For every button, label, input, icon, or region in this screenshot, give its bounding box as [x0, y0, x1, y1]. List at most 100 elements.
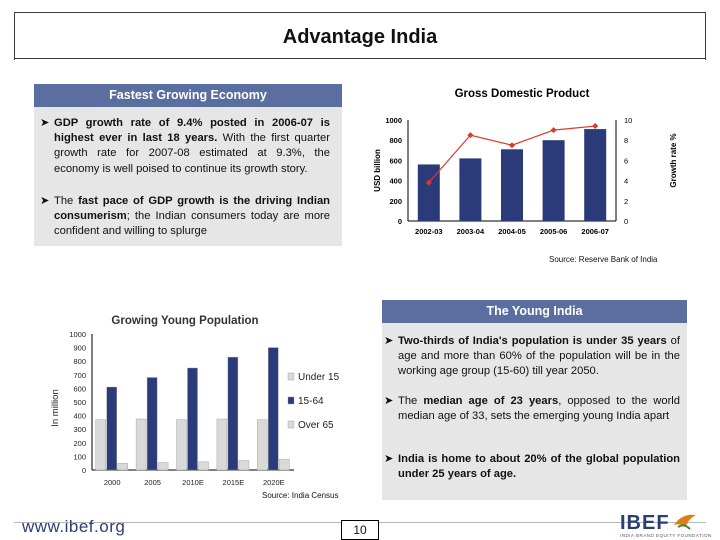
title-frame-right [705, 12, 706, 60]
page-number: 10 [341, 520, 379, 540]
gdp-growth-point [509, 142, 515, 149]
gdp-y-tick-label: 200 [389, 197, 402, 206]
population-chart-title: Growing Young Population [111, 315, 258, 327]
growth-bullet-2-text: ; the Indian consumers today are more co… [54, 210, 330, 238]
gdp-y2-tick-label: 0 [624, 217, 628, 226]
gdp-x-tick-label: 2002-03 [415, 227, 443, 236]
gdp-growth-point [550, 127, 557, 134]
gdp-growth-point [425, 179, 432, 186]
population-x-tick-label: 2020E [263, 478, 285, 487]
young-bullet-2-text: , opposed to the world median age of 33,… [398, 395, 680, 423]
young-panel [382, 300, 687, 500]
gdp-y-axis-label: USD billion [373, 149, 382, 192]
gdp-growth-point [592, 123, 599, 130]
website-link[interactable]: www.ibef.org [22, 517, 126, 536]
title-frame-top [14, 12, 706, 13]
gdp-y2-axis-label: Growth rate % [669, 133, 678, 187]
bullet-arrow-icon: ➤ [384, 453, 394, 465]
gdp-source: Source: Reserve Bank of India [549, 255, 658, 264]
population-legend-swatch [287, 372, 295, 381]
bullet-arrow-icon: ➤ [384, 395, 394, 407]
growth-panel [34, 84, 342, 246]
population-y-tick-label: 0 [82, 466, 86, 475]
population-y-tick-label: 500 [73, 398, 86, 407]
growth-bullet-2-bold: fast pace of GDP growth is the driving I… [54, 195, 330, 223]
population-bar [187, 367, 198, 471]
population-y-axis-label: In million [50, 389, 61, 427]
gdp-bar [584, 129, 607, 221]
young-bullet-3-bold: India is home to about 20% of the global… [398, 453, 680, 481]
population-y-tick-label: 300 [73, 425, 86, 434]
gdp-y-tick-label: 600 [389, 156, 402, 165]
population-x-tick-label: 2015E [223, 478, 245, 487]
population-source: Source: India Census [262, 491, 339, 500]
growth-bullet-2-pre: The [54, 195, 79, 207]
young-bullet-2-bold: median age of 23 years [423, 395, 559, 407]
ibef-logo: IBEF [620, 512, 670, 534]
young-bullet-2: ➤ The median age of 23 years, opposed to… [384, 394, 680, 424]
gdp-y-tick-label: 1000 [385, 116, 402, 125]
gdp-x-tick-label: 2004-05 [498, 227, 526, 236]
gdp-bar [417, 164, 440, 221]
gdp-y-tick-label: 800 [389, 136, 402, 145]
population-y-tick-label: 400 [73, 412, 86, 421]
population-chart: Growing Young Population 0 100 200 300 400 50… [50, 315, 340, 487]
population-bar [176, 419, 187, 471]
bullet-arrow-icon: ➤ [40, 117, 50, 129]
gdp-x-tick-label: 2005-06 [540, 227, 568, 236]
page-title: Advantage India [282, 26, 438, 48]
gdp-x-tick-label: 2003-04 [457, 227, 485, 236]
growth-panel-header: Fastest Growing Economy [34, 84, 342, 107]
gdp-y-tick-label: 400 [389, 177, 402, 186]
gdp-bar [501, 149, 523, 221]
gdp-y2-tick-label: 10 [624, 116, 632, 125]
population-y-tick-label: 900 [73, 344, 86, 353]
gdp-y2-tick-label: 4 [624, 177, 628, 186]
population-bar [95, 419, 106, 471]
population-y-tick-label: 600 [73, 384, 86, 393]
growth-bullet-1-text: With the first quarter growth rate for 2… [54, 132, 330, 175]
population-bar [146, 377, 158, 471]
young-bullet-1: ➤ Two-thirds of India's population is un… [384, 334, 680, 380]
population-x-tick-label: 2005 [144, 478, 161, 487]
population-bar [238, 460, 250, 471]
young-bullet-2-pre: The [398, 395, 424, 407]
population-bar [157, 462, 169, 471]
population-bar [106, 386, 117, 471]
gdp-y-tick-label: 0 [398, 217, 402, 226]
population-bar [227, 356, 239, 471]
growth-bullet-1: ➤ GDP growth rate of 9.4% posted in 2006… [40, 116, 330, 177]
gdp-y2-tick-label: 8 [624, 136, 628, 145]
gdp-y2-tick-label: 2 [624, 197, 628, 206]
growth-bullet-2: ➤ The fast pace of GDP growth is the dri… [40, 194, 330, 240]
gdp-x-tick-label: 2006-07 [581, 227, 609, 236]
logo-bird-icon [674, 514, 696, 530]
gdp-bar [459, 158, 482, 221]
population-bar [117, 462, 128, 471]
title-rule [14, 58, 706, 59]
population-bar [268, 347, 279, 471]
population-legend-label: Under 15 [298, 372, 340, 383]
population-y-tick-label: 200 [73, 439, 86, 448]
young-bullet-1-bold: Two-thirds of India's population is unde… [398, 335, 667, 347]
gdp-chart-title: Gross Domestic Product [455, 88, 590, 100]
young-panel-header: The Young India [382, 300, 687, 323]
population-bar [198, 461, 209, 471]
population-y-tick-label: 100 [73, 452, 86, 461]
logo-tagline: INDIA BRAND EQUITY FOUNDATION [620, 533, 712, 538]
population-legend-label: 15-64 [298, 396, 324, 407]
population-y-tick-label: 800 [73, 357, 86, 366]
gdp-bar [542, 140, 565, 221]
population-bar [216, 418, 228, 471]
population-legend-swatch [287, 396, 295, 405]
population-bar [279, 458, 290, 471]
population-y-tick-label: 1000 [69, 330, 86, 339]
title-frame-left [14, 12, 15, 60]
gdp-growth-point [467, 132, 474, 139]
bullet-arrow-icon: ➤ [384, 335, 394, 347]
growth-bullet-1-bold: GDP growth rate of 9.4% posted in 2006-0… [54, 117, 330, 145]
population-x-tick-label: 2000 [104, 478, 121, 487]
gdp-chart: Gross Domestic Product 0 200 400 600 800 1000… [373, 88, 678, 236]
population-bar [135, 418, 147, 471]
population-y-tick-label: 700 [73, 371, 86, 380]
